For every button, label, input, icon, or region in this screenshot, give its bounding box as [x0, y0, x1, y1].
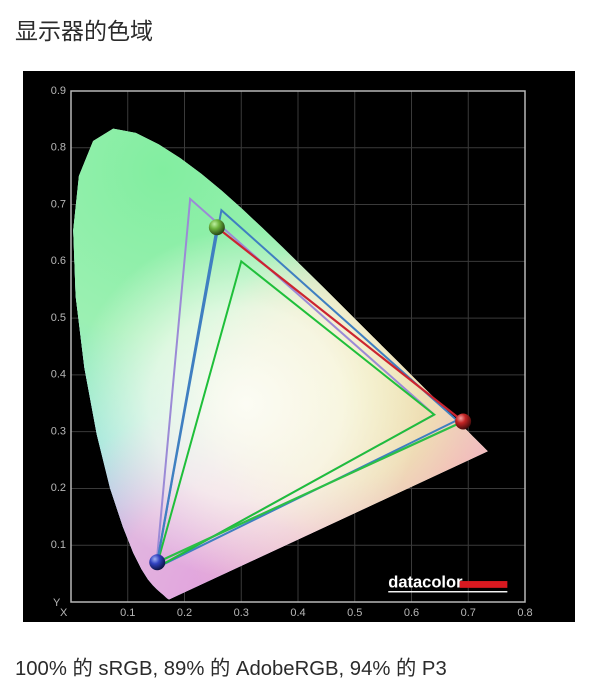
svg-text:0.4: 0.4	[290, 607, 305, 619]
svg-text:0.5: 0.5	[51, 312, 66, 324]
svg-text:0.8: 0.8	[517, 607, 532, 619]
svg-text:0.7: 0.7	[461, 607, 476, 619]
svg-text:0.8: 0.8	[51, 142, 66, 154]
svg-text:0.2: 0.2	[177, 607, 192, 619]
svg-text:0.3: 0.3	[234, 607, 249, 619]
svg-text:0.4: 0.4	[51, 369, 66, 381]
svg-text:0.5: 0.5	[347, 607, 362, 619]
svg-text:0.2: 0.2	[51, 482, 66, 494]
svg-text:X: X	[60, 607, 68, 619]
svg-text:0.9: 0.9	[51, 85, 66, 97]
svg-text:0.1: 0.1	[120, 607, 135, 619]
svg-text:0.6: 0.6	[404, 607, 419, 619]
svg-text:0.7: 0.7	[51, 198, 66, 210]
svg-text:datacolor: datacolor	[388, 573, 463, 591]
svg-text:0.6: 0.6	[51, 255, 66, 267]
svg-text:0.1: 0.1	[51, 539, 66, 551]
svg-text:0.3: 0.3	[51, 426, 66, 438]
